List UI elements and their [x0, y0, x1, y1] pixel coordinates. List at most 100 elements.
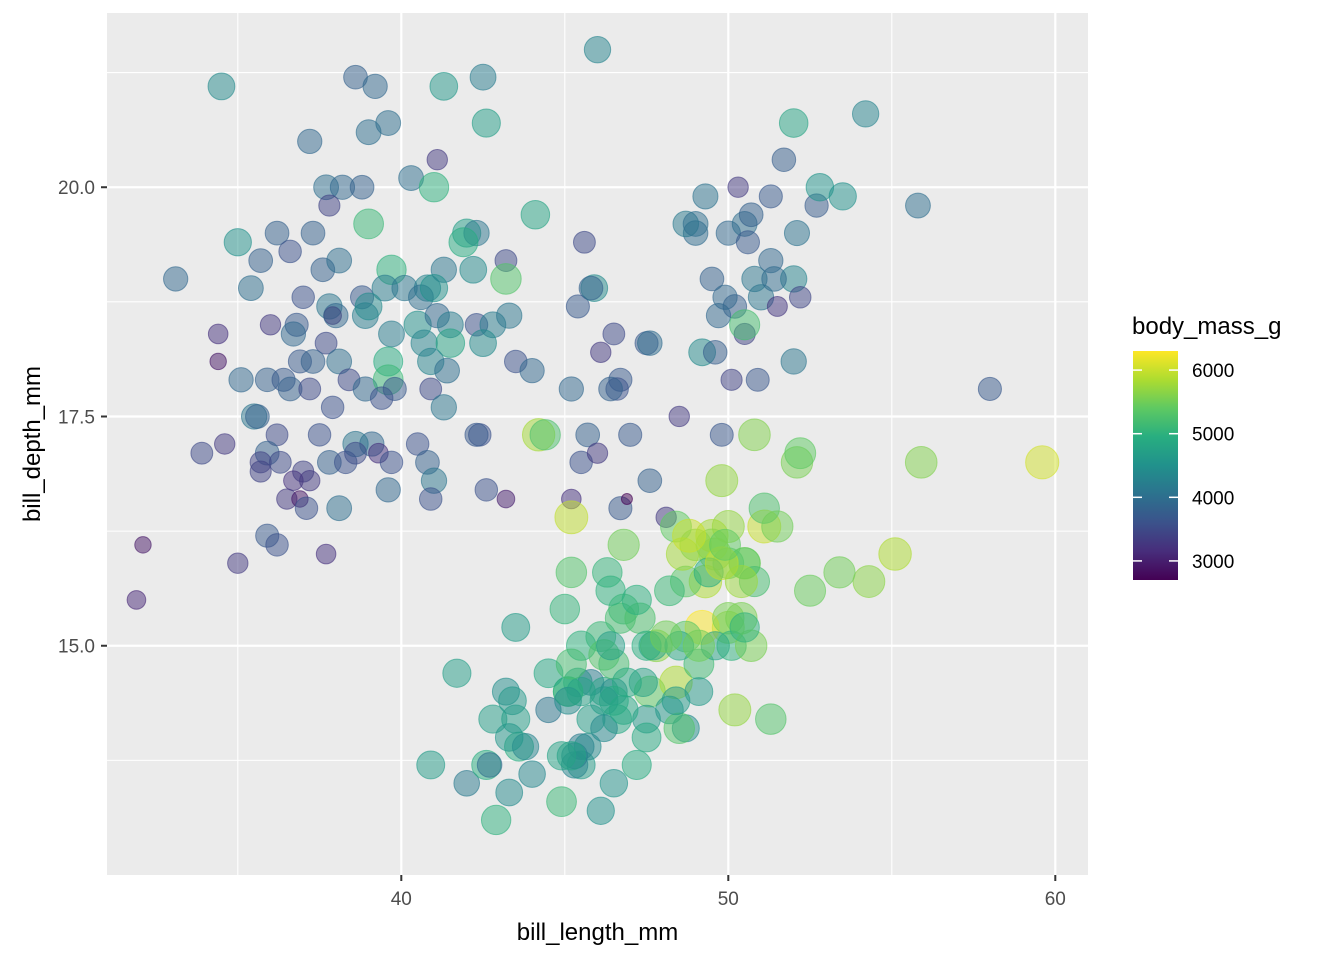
legend-ticks: 3000 4000 5000 6000	[1133, 361, 1234, 573]
data-point	[268, 450, 292, 474]
data-point	[297, 128, 323, 155]
data-point	[761, 510, 794, 543]
data-point	[565, 294, 590, 319]
data-point	[729, 309, 761, 341]
data-point	[596, 631, 626, 661]
data-point	[878, 537, 912, 571]
data-point	[265, 533, 289, 557]
data-point	[904, 446, 938, 479]
data-point	[496, 302, 523, 329]
data-point	[705, 464, 739, 498]
data-point	[755, 703, 787, 735]
data-point	[682, 629, 716, 662]
data-point	[278, 239, 302, 264]
data-point	[555, 648, 587, 680]
data-point	[780, 348, 807, 375]
y-axis: 15.0 17.5 20.0	[58, 178, 107, 658]
data-point	[637, 468, 663, 494]
data-point	[554, 500, 589, 535]
data-point	[758, 184, 783, 209]
data-point	[248, 248, 274, 273]
data-point	[761, 266, 787, 292]
grid-minor	[107, 13, 1088, 875]
data-point	[745, 367, 770, 392]
data-point	[223, 228, 252, 257]
data-point	[375, 110, 402, 136]
data-point	[307, 423, 332, 447]
legend-tick-label: 4000	[1192, 488, 1234, 509]
legend-tick-label: 5000	[1192, 425, 1234, 446]
data-point	[828, 182, 857, 211]
data-point	[852, 565, 886, 598]
data-point	[599, 769, 629, 798]
data-point	[464, 422, 489, 447]
data-point	[418, 172, 450, 203]
data-point	[442, 658, 472, 688]
x-tick-label: 50	[718, 889, 739, 910]
data-point	[788, 286, 812, 309]
data-point	[661, 686, 691, 716]
data-point	[611, 667, 642, 698]
data-point	[618, 422, 643, 447]
legend-title: body_mass_g	[1132, 313, 1281, 340]
data-point	[430, 394, 457, 421]
data-point	[573, 230, 596, 254]
data-point	[621, 584, 652, 616]
data-point	[598, 376, 623, 402]
data-point	[259, 314, 282, 336]
data-point	[434, 357, 460, 384]
data-point	[245, 404, 270, 429]
data-point	[709, 422, 734, 447]
data-points	[126, 36, 1060, 836]
data-point	[621, 749, 652, 780]
x-tick-label: 40	[391, 889, 412, 910]
data-point	[228, 367, 254, 393]
y-tick-label: 17.5	[58, 407, 95, 428]
data-point	[905, 192, 931, 219]
data-point	[362, 73, 388, 100]
data-point	[590, 341, 612, 363]
data-point	[663, 712, 696, 745]
data-point	[672, 518, 707, 553]
data-point	[602, 322, 626, 346]
data-point	[264, 220, 290, 246]
data-point	[529, 419, 561, 451]
data-point	[476, 752, 503, 778]
data-point	[496, 489, 516, 509]
data-point	[712, 284, 738, 310]
x-tick-label: 60	[1045, 889, 1066, 910]
data-point	[549, 593, 581, 625]
data-point	[480, 804, 512, 836]
data-point	[724, 564, 758, 599]
data-point	[323, 302, 349, 329]
data-point	[555, 556, 588, 589]
data-point	[459, 255, 488, 284]
legend-tick-label: 6000	[1192, 361, 1234, 382]
data-point	[207, 72, 236, 101]
data-point	[650, 620, 683, 653]
data-point	[237, 275, 264, 302]
data-point	[326, 247, 353, 274]
data-point	[498, 686, 527, 716]
data-point	[778, 108, 809, 138]
data-point	[249, 460, 272, 483]
data-point	[490, 263, 522, 295]
data-point	[134, 536, 152, 554]
data-point	[794, 574, 827, 607]
data-point	[546, 786, 577, 818]
data-point	[299, 469, 321, 492]
data-point	[375, 477, 401, 503]
data-point	[702, 340, 728, 365]
data-point	[727, 176, 749, 198]
data-point	[783, 220, 811, 247]
data-point	[320, 395, 345, 420]
data-point	[354, 292, 383, 321]
data-point	[214, 433, 236, 455]
data-point	[126, 590, 147, 610]
data-point	[977, 376, 1002, 402]
data-point	[280, 321, 307, 347]
data-point	[494, 723, 524, 752]
data-point	[654, 575, 685, 607]
data-point	[326, 348, 353, 375]
